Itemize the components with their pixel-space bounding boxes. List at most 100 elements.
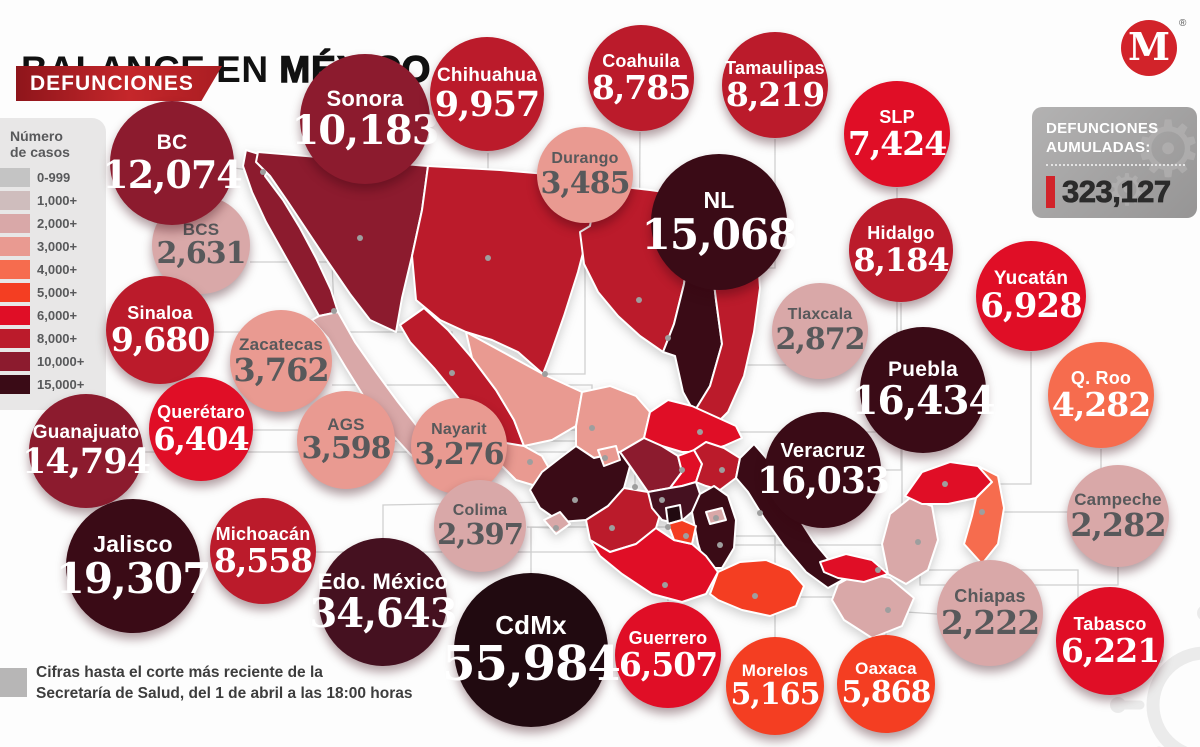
- legend-swatch: [0, 306, 30, 325]
- bubble-state-name: Guerrero: [628, 627, 708, 648]
- state-shape-guerrero: [589, 527, 719, 603]
- legend-title: Número de casos: [10, 128, 70, 160]
- bubble-chia: Chiapas 2,222: [937, 560, 1043, 666]
- bubble-mor: Morelos 5,165: [726, 637, 824, 735]
- state-shape-hidalgo: [693, 441, 741, 491]
- bubble-camp: Campeche 2,282: [1067, 465, 1169, 567]
- bubble-yuc: Yucatán 6,928: [976, 241, 1086, 351]
- bubble-state-value: 5,165: [730, 677, 821, 713]
- bubble-hgo: Hidalgo 8,184: [849, 198, 953, 302]
- legend-swatch: [0, 214, 30, 233]
- bubble-state-value: 6,404: [153, 419, 249, 458]
- bubble-tam: Tamaulipas 8,219: [722, 32, 828, 138]
- legend-item: 15,000+: [0, 375, 106, 394]
- bubble-tab: Tabasco 6,221: [1056, 587, 1164, 695]
- bubble-state-name: Puebla: [887, 357, 959, 381]
- bubble-state-value: 3,276: [414, 436, 505, 472]
- bubble-state-name: CdMx: [495, 609, 567, 640]
- legend-item: 1,000+: [0, 191, 106, 210]
- bubble-state-value: 55,984: [442, 636, 621, 693]
- bubble-nay: Nayarit 3,276: [411, 398, 507, 494]
- bubble-state-name: Zacatecas: [238, 334, 324, 354]
- bubble-state-value: 12,074: [102, 151, 242, 197]
- bubble-state-name: Michoacán: [215, 523, 311, 544]
- bubble-state-name: Oaxaca: [855, 658, 917, 678]
- total-deaths-label: DEFUNCIONES AUMULADAS:: [1046, 120, 1159, 156]
- bubble-state-name: Coahuila: [602, 50, 680, 71]
- bubble-state-value: 8,558: [213, 541, 313, 581]
- bubble-state-name: AGS: [327, 414, 365, 434]
- state-shape-campeche: [881, 497, 939, 585]
- bubble-state-name: Campeche: [1074, 489, 1162, 509]
- legend-item: 5,000+: [0, 283, 106, 302]
- legend-swatch: [0, 329, 30, 348]
- legend-label: 4,000+: [37, 262, 78, 277]
- legend-label: 2,000+: [37, 216, 78, 231]
- bubble-state-value: 3,598: [301, 431, 392, 467]
- legend-label: 1,000+: [37, 193, 78, 208]
- legend-item: 10,000+: [0, 352, 106, 371]
- bubble-state-value: 19,307: [55, 553, 212, 603]
- dotted-divider: [1046, 164, 1185, 166]
- bubble-state-value: 2,631: [156, 236, 247, 272]
- bubble-state-value: 2,397: [437, 517, 524, 552]
- legend-label: 5,000+: [37, 285, 78, 300]
- bubble-state-name: BC: [156, 131, 188, 155]
- legend-item: 6,000+: [0, 306, 106, 325]
- legend-item: 0-999: [0, 168, 106, 187]
- bubble-state-value: 4,282: [1051, 385, 1151, 425]
- legend-label: 15,000+: [37, 377, 85, 392]
- bubble-state-name: Tlaxcala: [787, 306, 853, 324]
- bubble-col: Colima 2,397: [434, 480, 526, 572]
- bubble-nl: NL 15,068: [642, 154, 797, 290]
- legend-label: 10,000+: [37, 354, 85, 369]
- bubble-oax: Oaxaca 5,868: [837, 635, 935, 733]
- bubble-state-name: Jalisco: [93, 531, 173, 558]
- bubble-state-value: 6,928: [980, 286, 1082, 327]
- registered-mark: ®: [1179, 18, 1187, 29]
- state-shape-ags: [597, 445, 621, 467]
- legend-swatch: [0, 260, 30, 279]
- legend-label: 3,000+: [37, 239, 78, 254]
- bubble-state-name: Tabasco: [1073, 613, 1147, 634]
- bubble-state-name: Q. Roo: [1070, 367, 1132, 388]
- footer-bullet-square: [0, 668, 27, 697]
- bubble-state-name: Morelos: [741, 660, 809, 680]
- bubble-gto: Guanajuato 14,794: [22, 394, 151, 508]
- bubble-state-name: BCS: [182, 219, 220, 239]
- bubble-state-name: Veracruz: [780, 440, 866, 462]
- legend-label: 8,000+: [37, 331, 78, 346]
- bubble-zac: Zacatecas 3,762: [230, 310, 332, 412]
- legend-swatch: [0, 237, 30, 256]
- bubble-state-name: Yucatán: [993, 267, 1069, 289]
- bubble-state-value: 2,222: [940, 603, 1040, 643]
- bubble-state-value: 16,033: [757, 460, 890, 502]
- bubble-state-name: SLP: [879, 106, 915, 127]
- bubble-state-value: 6,507: [618, 645, 718, 685]
- bubble-state-value: 16,434: [851, 378, 995, 425]
- bubble-state-name: Querétaro: [157, 402, 245, 423]
- legend-swatch: [0, 191, 30, 210]
- state-shape-tabasco: [819, 553, 889, 583]
- bubble-ver: Veracruz 16,033: [757, 412, 890, 528]
- state-shape-morelos: [667, 519, 697, 545]
- legend-swatch: [0, 168, 30, 187]
- bubble-state-name: Sinaloa: [127, 302, 193, 323]
- state-shape-oaxaca: [709, 559, 805, 617]
- state-shape-durango: [465, 331, 583, 447]
- footer-note: Cifras hasta el corte más reciente de la…: [36, 664, 413, 702]
- bubble-state-name: Guanajuato: [32, 422, 140, 444]
- bubble-state-name: Chihuahua: [437, 65, 537, 87]
- legend-swatch: [0, 375, 30, 394]
- bubble-state-value: 8,184: [853, 240, 949, 279]
- legend-swatch: [0, 352, 30, 371]
- bubble-edomex: Edo. México 34,643: [309, 538, 458, 666]
- bubble-ags: AGS 3,598: [297, 391, 395, 489]
- bubble-state-value: 34,643: [309, 590, 457, 638]
- bubble-state-value: 5,868: [841, 675, 932, 711]
- milenio-logo: M: [1121, 20, 1177, 76]
- legend-label: 6,000+: [37, 308, 78, 323]
- bubble-state-name: Durango: [551, 150, 619, 168]
- bubble-state-value: 2,872: [775, 321, 866, 357]
- state-shape-colima: [543, 511, 571, 535]
